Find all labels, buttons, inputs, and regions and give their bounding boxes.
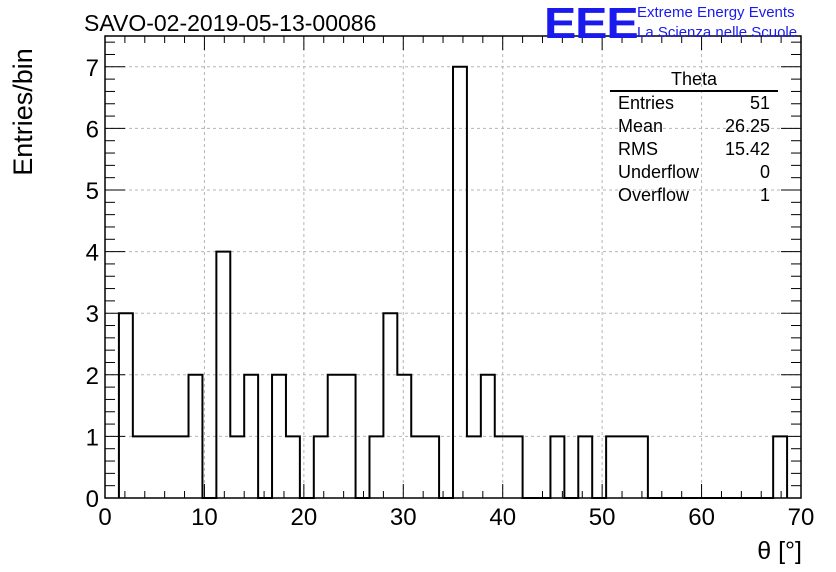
logo-line-1: Extreme Energy Events [637,4,795,21]
histogram-bar [606,436,620,498]
y-tick-label: 5 [86,178,99,205]
histogram-bar [175,436,189,498]
stats-label: Underflow [618,162,700,182]
stats-row-entries: Entries 51 [610,92,778,115]
histogram-bar [369,436,383,498]
logo-line-2: La Scienza nelle Scuole [637,24,798,41]
stats-value: 51 [749,93,770,113]
histogram-bar [119,313,133,498]
x-tick-label: 50 [589,504,616,531]
histogram-bar [314,436,328,498]
histogram-bar [453,67,467,498]
histogram-bar [550,436,564,498]
histogram-bar [481,375,495,498]
stats-value: 0 [759,162,770,182]
x-tick-label: 0 [98,504,111,531]
stats-row-overflow: Overflow 1 [610,184,778,207]
histogram-bars [117,65,789,499]
histogram-bar [133,436,147,498]
plot-frame [104,35,802,499]
eee-logo: EEE [544,0,639,48]
y-tick-label: 4 [86,240,99,267]
x-axis-label: θ [°] [757,537,802,565]
histogram-bar [286,436,300,498]
x-tick-label: 10 [191,504,218,531]
histogram-bar [773,436,787,498]
x-tick-label: 40 [489,504,516,531]
histogram-bar [467,436,481,498]
histogram-bar [634,436,648,498]
histogram-bar [216,252,230,498]
histogram-bar [147,436,161,498]
stats-label: RMS [618,139,658,159]
y-tick-label: 2 [86,363,99,390]
histogram-bar [509,436,523,498]
stats-label: Mean [618,116,664,136]
stats-row-rms: RMS 15.42 [610,138,778,161]
histogram-bar [495,436,509,498]
histogram-bar [620,436,634,498]
histogram-bar [161,436,175,498]
y-tick-label: 0 [86,486,99,513]
y-tick-label: 3 [86,301,99,328]
stats-value: 15.42 [724,139,770,159]
y-tick-label: 7 [86,55,99,82]
stats-row-underflow: Underflow 0 [610,161,778,184]
y-axis-label: Entries/bin [8,48,38,176]
x-tick-label: 20 [291,504,318,531]
histogram-bar [578,436,592,498]
x-axis-ticks: 0 10 20 30 40 50 60 70 [98,36,814,531]
y-axis-ticks: 0 1 2 3 4 5 6 7 [86,41,801,513]
histogram-bar [425,436,439,498]
x-tick-label: 60 [688,504,715,531]
stats-row-mean: Mean 26.25 [610,115,778,138]
y-tick-label: 6 [86,116,99,143]
stats-value: 26.25 [724,116,770,136]
stats-label: Entries [618,93,675,113]
y-tick-label: 1 [86,424,99,451]
stats-value: 1 [759,185,770,205]
chart-title: SAVO-02-2019-05-13-00086 [84,10,377,36]
stats-box: Theta Entries 51 Mean 26.25 RMS 15.42 Un… [610,68,778,207]
histogram-bar [411,436,425,498]
histogram-bar [383,313,397,498]
histogram-outline [117,65,789,499]
stats-title: Theta [610,68,778,92]
x-tick-label: 30 [390,504,417,531]
stats-label: Overflow [618,185,690,205]
x-tick-label: 70 [788,504,815,531]
histogram-bar [230,436,244,498]
